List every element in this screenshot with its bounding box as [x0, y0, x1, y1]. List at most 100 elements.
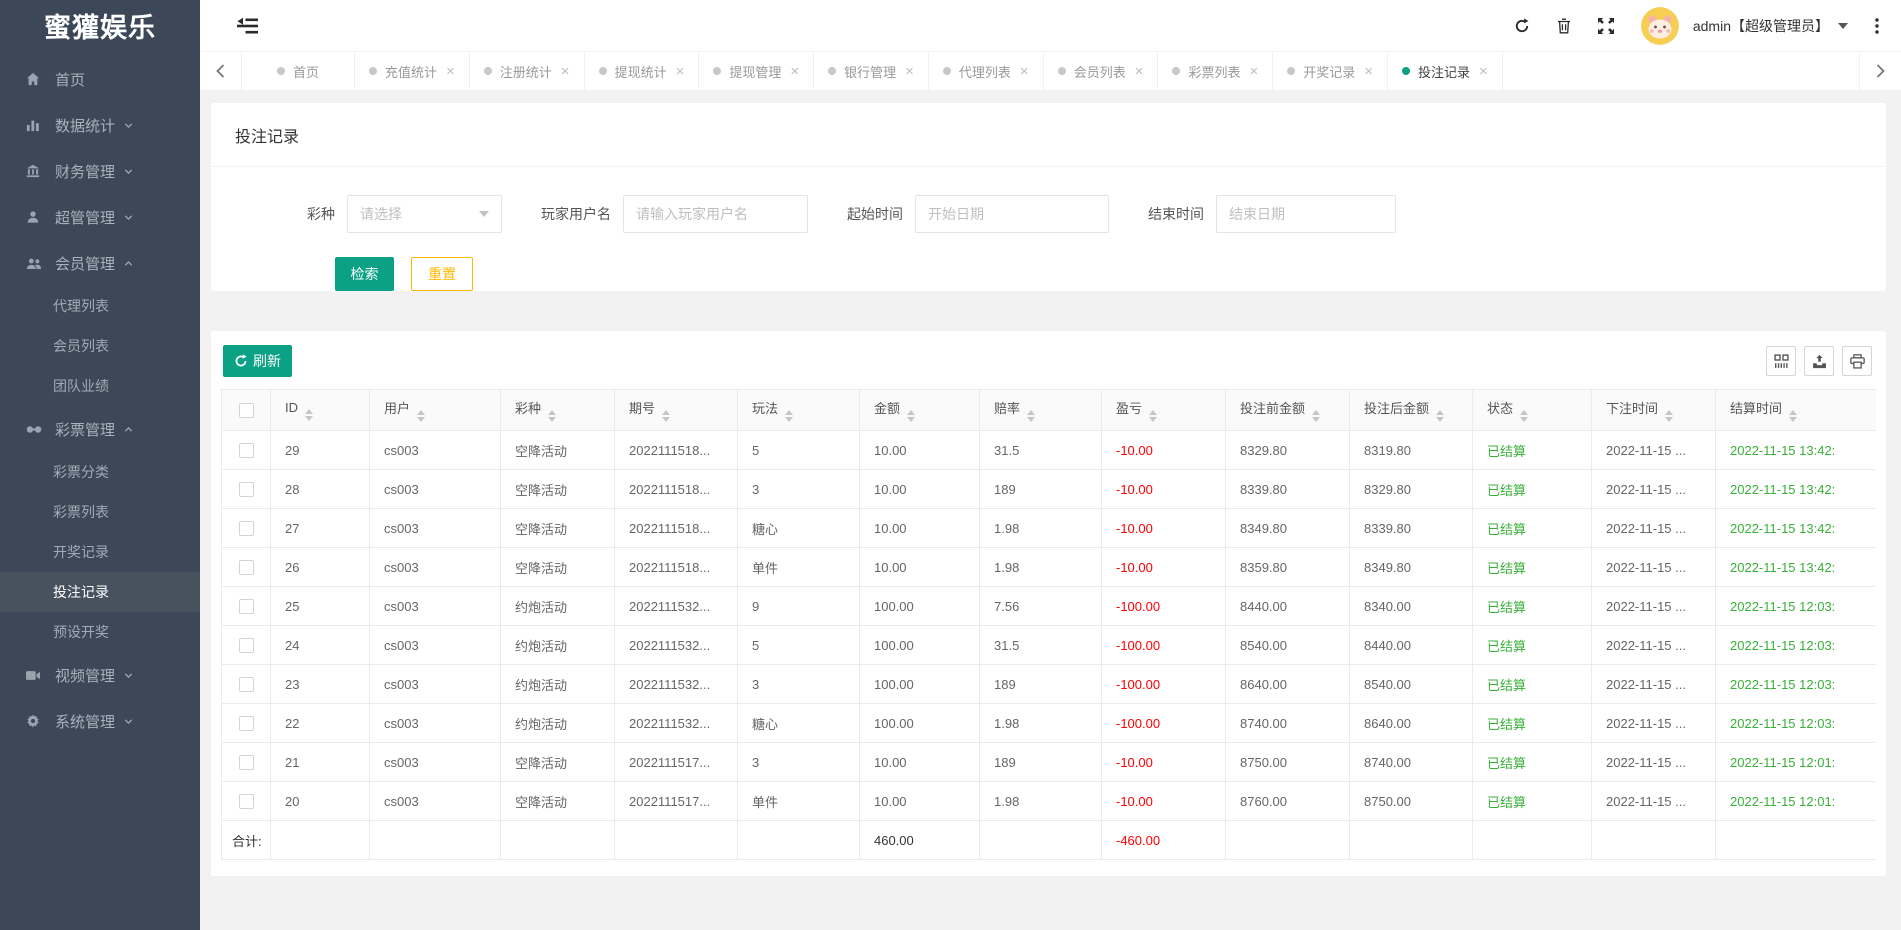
column-header[interactable]: ID — [270, 389, 370, 431]
tab[interactable]: 会员列表 × — [1044, 52, 1159, 90]
tab[interactable]: 提现统计 × — [585, 52, 700, 90]
tab-close-icon[interactable]: × — [1479, 62, 1488, 80]
sidebar-subitem[interactable]: 代理列表 — [0, 286, 200, 326]
tab-close-icon[interactable]: × — [1249, 62, 1259, 80]
column-header[interactable]: 用户 — [369, 389, 501, 431]
row-checkbox[interactable] — [238, 677, 254, 693]
tabs-scroll-left-icon[interactable] — [200, 52, 242, 90]
tab-close-icon[interactable]: × — [905, 62, 914, 80]
cell-status: 已结算 — [1472, 469, 1592, 509]
sort-icon[interactable] — [417, 410, 426, 422]
column-header[interactable]: 金额 — [859, 389, 980, 431]
sort-icon[interactable] — [1665, 410, 1674, 422]
row-checkbox[interactable] — [238, 638, 254, 654]
row-checkbox[interactable] — [238, 560, 254, 576]
sort-icon[interactable] — [1312, 410, 1321, 422]
row-checkbox[interactable] — [238, 794, 254, 810]
tab[interactable]: 代理列表 × — [929, 52, 1044, 90]
sort-icon[interactable] — [1436, 410, 1445, 422]
sidebar-item[interactable]: 会员管理 — [0, 240, 200, 286]
export-icon[interactable] — [1804, 346, 1834, 376]
print-icon[interactable] — [1842, 346, 1872, 376]
column-header[interactable]: 下注时间 — [1591, 389, 1716, 431]
sidebar-item[interactable]: 系统管理 — [0, 698, 200, 744]
tab-close-icon[interactable]: × — [560, 62, 570, 80]
tab-close-icon[interactable]: × — [1134, 62, 1144, 80]
sidebar-item[interactable]: 财务管理 — [0, 148, 200, 194]
search-button[interactable]: 检索 — [335, 257, 394, 291]
column-header[interactable]: 玩法 — [737, 389, 860, 431]
columns-filter-icon[interactable] — [1766, 346, 1796, 376]
row-checkbox[interactable] — [238, 521, 254, 537]
tabs-scroll-right-icon[interactable] — [1859, 52, 1901, 90]
row-checkbox[interactable] — [238, 755, 254, 771]
username-input[interactable] — [623, 195, 808, 233]
sort-icon[interactable] — [1789, 410, 1798, 422]
sidebar-subitem-label: 团队业绩 — [53, 378, 109, 394]
tab[interactable]: 投注记录 × — [1388, 52, 1503, 90]
tab[interactable]: 注册统计 × — [470, 52, 585, 90]
tab[interactable]: 提现管理 × — [699, 52, 815, 90]
tab[interactable]: 彩票列表 × — [1158, 52, 1274, 90]
select-all-checkbox[interactable] — [238, 403, 254, 419]
sidebar-item[interactable]: 超管管理 — [0, 194, 200, 240]
tab-close-icon[interactable]: × — [446, 62, 455, 80]
collapse-sidebar-icon[interactable] — [237, 17, 258, 35]
sidebar-subitem[interactable]: 彩票列表 — [0, 492, 200, 532]
sidebar-subitem[interactable]: 投注记录 — [0, 572, 200, 612]
sidebar-item[interactable]: 首页 — [0, 56, 200, 102]
more-menu-icon[interactable] — [1875, 17, 1879, 34]
tab-close-icon[interactable]: × — [675, 62, 685, 80]
column-header[interactable]: 投注后金额 — [1349, 389, 1473, 431]
lottery-select[interactable]: 请选择 — [347, 195, 502, 233]
start-date-input[interactable] — [915, 195, 1109, 233]
sidebar-subitem[interactable]: 会员列表 — [0, 326, 200, 366]
end-date-input[interactable] — [1216, 195, 1396, 233]
refresh-table-button[interactable]: 刷新 — [223, 345, 292, 377]
sort-icon[interactable] — [662, 410, 671, 422]
sort-icon[interactable] — [548, 410, 557, 422]
tab-close-icon[interactable]: × — [1019, 62, 1029, 80]
sidebar-subitem[interactable]: 开奖记录 — [0, 532, 200, 572]
fullscreen-icon[interactable] — [1597, 17, 1614, 34]
tab[interactable]: 银行管理 × — [814, 52, 929, 90]
refresh-icon[interactable] — [1514, 17, 1530, 34]
column-header[interactable]: 投注前金额 — [1225, 389, 1350, 431]
row-checkbox[interactable] — [238, 599, 254, 615]
sidebar-subitem[interactable]: 预设开奖 — [0, 612, 200, 652]
trash-icon[interactable] — [1557, 18, 1571, 34]
row-checkbox[interactable] — [238, 716, 254, 732]
bets-table: ID 用户 彩种 期号 玩法 金额 赔率 盈亏 投注前金额 投注后金额 状态 下注时间 结算时间 29 cs… — [221, 389, 1876, 860]
column-header[interactable]: 彩种 — [500, 389, 615, 431]
cell-id: 21 — [270, 742, 370, 782]
column-header[interactable]: 期号 — [614, 389, 738, 431]
reset-button[interactable]: 重置 — [411, 257, 473, 291]
tab-close-icon[interactable]: × — [790, 62, 800, 80]
column-header[interactable]: 结算时间 — [1715, 389, 1876, 431]
sidebar-subitem[interactable]: 团队业绩 — [0, 366, 200, 406]
sort-icon[interactable] — [1027, 410, 1036, 422]
cell-issue: 2022111532... — [614, 586, 738, 626]
tab[interactable]: 充值统计 × — [355, 52, 470, 90]
sort-icon[interactable] — [305, 408, 313, 421]
row-checkbox[interactable] — [238, 443, 254, 459]
sidebar-subitem[interactable]: 彩票分类 — [0, 452, 200, 492]
tab[interactable]: 开奖记录 × — [1273, 52, 1389, 90]
sort-icon[interactable] — [1149, 410, 1158, 422]
sort-icon[interactable] — [1520, 410, 1529, 422]
sidebar-item[interactable]: 视频管理 — [0, 652, 200, 698]
column-header[interactable]: 状态 — [1472, 389, 1592, 431]
caret-down-icon[interactable] — [1838, 22, 1848, 29]
tab[interactable]: 首页 — [242, 52, 355, 90]
sort-icon[interactable] — [907, 410, 916, 422]
column-header[interactable]: 盈亏 — [1101, 389, 1226, 431]
column-header[interactable]: 赔率 — [979, 389, 1102, 431]
sidebar-item[interactable]: 数据统计 — [0, 102, 200, 148]
row-checkbox[interactable] — [238, 482, 254, 498]
lottery-select-value: 请选择 — [360, 206, 402, 222]
user-name[interactable]: admin【超级管理员】 — [1692, 17, 1829, 34]
tab-close-icon[interactable]: × — [1364, 62, 1374, 80]
sidebar-item[interactable]: 彩票管理 — [0, 406, 200, 452]
sort-icon[interactable] — [785, 410, 794, 422]
avatar[interactable] — [1640, 6, 1679, 45]
